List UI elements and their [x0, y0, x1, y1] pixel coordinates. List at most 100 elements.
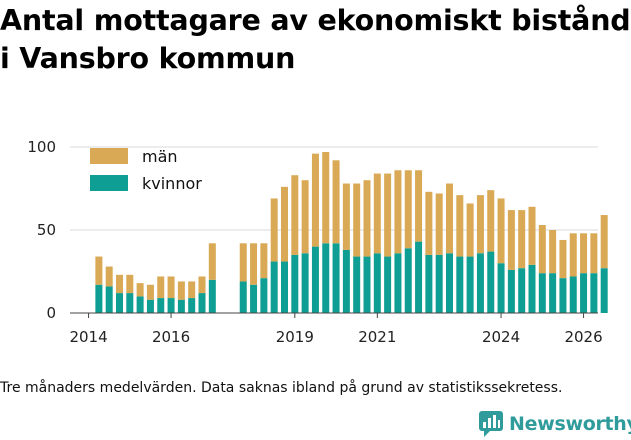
bar-man[interactable]: [600, 215, 608, 269]
bar-kvinnor[interactable]: [270, 261, 278, 313]
brand-name: Newsworthy: [509, 413, 631, 435]
bar-man[interactable]: [446, 183, 453, 254]
bar-man[interactable]: [456, 195, 464, 257]
bar-man[interactable]: [301, 180, 309, 254]
bar-man[interactable]: [373, 173, 381, 254]
bar-man[interactable]: [167, 276, 175, 299]
bar-kvinnor[interactable]: [476, 253, 484, 313]
bar-kvinnor[interactable]: [188, 298, 196, 313]
bar-man[interactable]: [384, 173, 392, 257]
bar-man[interactable]: [177, 281, 185, 300]
bar-kvinnor[interactable]: [415, 241, 423, 313]
bar-man[interactable]: [95, 256, 103, 285]
bar-man[interactable]: [311, 153, 319, 247]
bar-kvinnor[interactable]: [126, 293, 134, 313]
bar-kvinnor[interactable]: [435, 254, 443, 313]
bar-kvinnor[interactable]: [116, 293, 123, 313]
bar-man[interactable]: [435, 193, 443, 255]
bar-kvinnor[interactable]: [353, 256, 361, 313]
bar-man[interactable]: [528, 206, 536, 265]
bar-kvinnor[interactable]: [136, 296, 144, 313]
bar-kvinnor[interactable]: [528, 264, 536, 313]
bar-kvinnor[interactable]: [538, 273, 546, 313]
bar-kvinnor[interactable]: [167, 298, 175, 313]
bar-kvinnor[interactable]: [384, 256, 392, 313]
bar-kvinnor[interactable]: [260, 278, 268, 313]
bar-kvinnor[interactable]: [95, 284, 103, 313]
bar-kvinnor[interactable]: [311, 246, 319, 313]
bar-man[interactable]: [281, 186, 288, 262]
bar-man[interactable]: [394, 170, 402, 254]
bar-kvinnor[interactable]: [590, 273, 598, 313]
bar-kvinnor[interactable]: [281, 261, 288, 313]
bar-kvinnor[interactable]: [600, 268, 608, 313]
bar-kvinnor[interactable]: [394, 253, 402, 313]
bar-man[interactable]: [342, 183, 350, 250]
bar-kvinnor[interactable]: [177, 299, 185, 313]
bar-man[interactable]: [425, 191, 433, 255]
bar-man[interactable]: [404, 170, 412, 249]
bar-man[interactable]: [590, 233, 598, 274]
bar-kvinnor[interactable]: [580, 273, 588, 313]
bar-man[interactable]: [322, 151, 330, 244]
bar-kvinnor[interactable]: [456, 256, 464, 313]
bar-kvinnor[interactable]: [157, 298, 165, 313]
bar-man[interactable]: [126, 274, 134, 294]
bar-man[interactable]: [580, 233, 588, 274]
bar-man[interactable]: [415, 170, 423, 242]
bar-man[interactable]: [559, 239, 567, 279]
bar-kvinnor[interactable]: [301, 253, 309, 313]
brand-logo[interactable]: Newsworthy: [478, 408, 631, 440]
bar-man[interactable]: [260, 243, 268, 279]
bar-man[interactable]: [363, 180, 371, 257]
bar-kvinnor[interactable]: [559, 278, 567, 313]
bar-man[interactable]: [476, 195, 484, 254]
bar-kvinnor[interactable]: [105, 286, 113, 313]
bar-man[interactable]: [466, 203, 474, 257]
bar-kvinnor[interactable]: [332, 243, 340, 313]
bar-man[interactable]: [188, 281, 196, 299]
bar-man[interactable]: [208, 243, 216, 280]
bar-kvinnor[interactable]: [373, 253, 381, 313]
bar-kvinnor[interactable]: [569, 276, 577, 313]
bar-man[interactable]: [136, 283, 144, 297]
bar-kvinnor[interactable]: [363, 256, 371, 313]
bar-man[interactable]: [507, 210, 515, 270]
bar-kvinnor[interactable]: [518, 268, 526, 313]
bar-man[interactable]: [198, 276, 206, 294]
bar-man[interactable]: [332, 160, 340, 244]
bar-man[interactable]: [239, 243, 247, 282]
bar-kvinnor[interactable]: [291, 254, 299, 313]
bar-kvinnor[interactable]: [466, 256, 474, 313]
bar-man[interactable]: [250, 243, 258, 285]
bar-man[interactable]: [105, 266, 113, 287]
bar-kvinnor[interactable]: [497, 263, 505, 313]
bar-man[interactable]: [518, 210, 526, 269]
bar-man[interactable]: [497, 198, 505, 264]
bar-kvinnor[interactable]: [507, 269, 515, 313]
bar-kvinnor[interactable]: [208, 279, 216, 313]
bar-kvinnor[interactable]: [404, 248, 412, 313]
bar-man[interactable]: [538, 225, 546, 274]
y-tick-label: 50: [37, 221, 56, 239]
bar-man[interactable]: [353, 183, 361, 257]
bar-kvinnor[interactable]: [446, 253, 453, 313]
bar-kvinnor[interactable]: [146, 299, 154, 313]
bar-man[interactable]: [146, 284, 154, 300]
bar-kvinnor[interactable]: [342, 249, 350, 313]
bar-man[interactable]: [549, 230, 557, 274]
bar-man[interactable]: [270, 198, 278, 262]
bar-man[interactable]: [157, 276, 165, 299]
bar-kvinnor[interactable]: [425, 254, 433, 313]
title-line-1: Antal mottagare av ekonomiskt bistånd: [0, 4, 631, 37]
bar-man[interactable]: [291, 175, 299, 255]
bar-kvinnor[interactable]: [487, 251, 495, 313]
bar-kvinnor[interactable]: [198, 293, 206, 313]
bar-man[interactable]: [569, 233, 577, 277]
bar-man[interactable]: [116, 274, 123, 294]
bar-kvinnor[interactable]: [239, 281, 247, 313]
bar-kvinnor[interactable]: [322, 243, 330, 313]
bar-man[interactable]: [487, 190, 495, 252]
bar-kvinnor[interactable]: [250, 284, 258, 313]
bar-kvinnor[interactable]: [549, 273, 557, 313]
